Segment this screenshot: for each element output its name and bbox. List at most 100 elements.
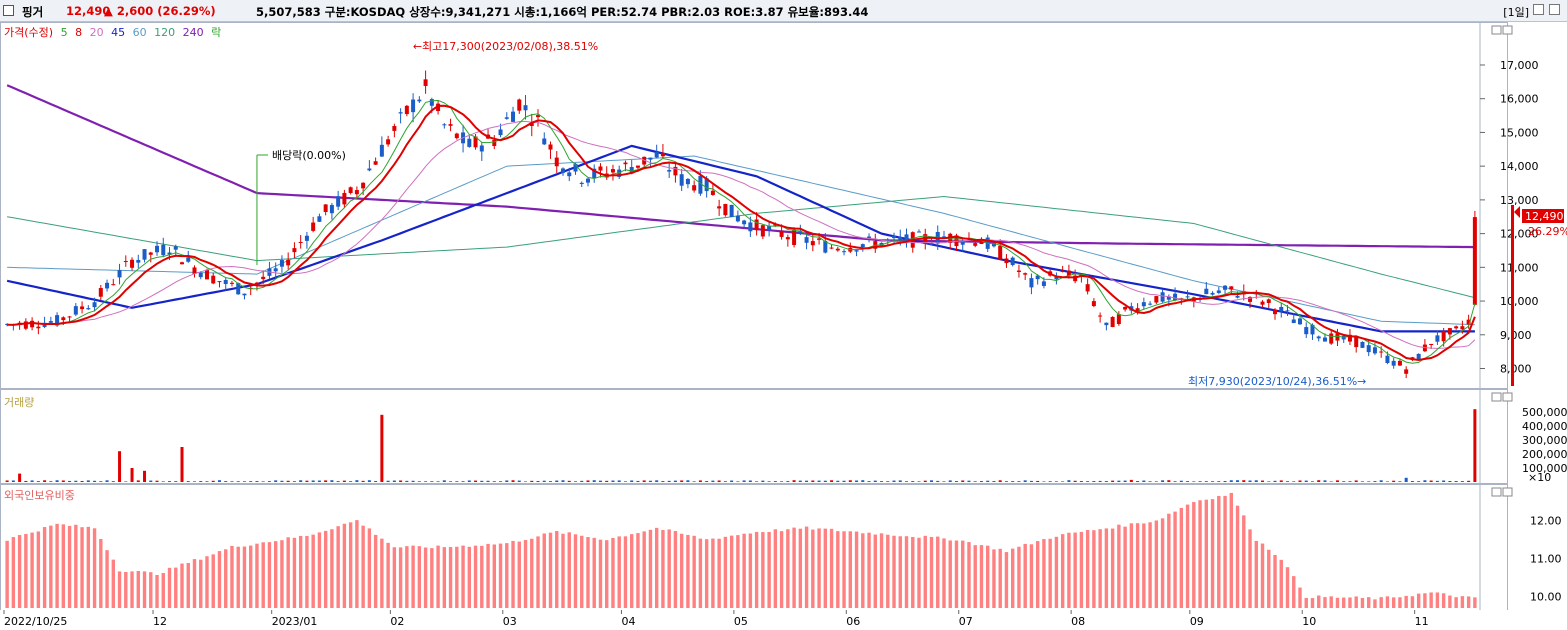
volume-bar	[617, 480, 621, 482]
volume-bar	[711, 480, 715, 482]
volume-bar	[961, 480, 965, 482]
legend-ma120[interactable]: 120	[154, 26, 176, 39]
legend-ma20[interactable]: 20	[89, 26, 104, 39]
foreign-ratio-bar	[74, 524, 78, 608]
minimize-icon[interactable]	[1533, 4, 1544, 15]
foreign-ratio-bar	[936, 536, 940, 608]
volume-bar	[236, 481, 240, 482]
candle-body	[223, 279, 228, 285]
volume-bar	[261, 481, 265, 482]
foreign-ratio-bar	[886, 534, 890, 608]
foreign-ratio-bar	[136, 570, 140, 608]
volume-bar	[186, 481, 190, 482]
candle-body	[785, 237, 790, 240]
candle-body	[198, 272, 203, 278]
foreign-ratio-bar	[492, 544, 496, 608]
candle-body	[885, 239, 890, 241]
candle-body	[692, 185, 697, 191]
volume-bar	[299, 480, 303, 482]
foreign-ratio-bar	[1448, 595, 1452, 608]
foreign-ratio-bar	[992, 549, 996, 608]
legend-ma240[interactable]: 240	[182, 26, 204, 39]
volume-bar	[1454, 481, 1458, 482]
volume-bar	[742, 480, 746, 482]
close-icon[interactable]	[1549, 4, 1560, 15]
candle-body	[61, 317, 66, 321]
candle-body	[635, 165, 640, 168]
foreign-ratio-bar	[648, 529, 653, 608]
period-selector[interactable]: [1일]	[1503, 6, 1529, 19]
candle-body	[192, 267, 197, 274]
volume-bar	[524, 481, 528, 482]
volume-bar	[698, 480, 702, 482]
x-date-label: 09	[1190, 615, 1204, 628]
foreign-ratio-bar	[911, 536, 915, 608]
volume-bar	[867, 481, 871, 482]
candle-body	[204, 269, 209, 280]
foreign-ratio-bar	[848, 531, 853, 608]
candle-body	[454, 133, 459, 139]
candle-body	[1466, 319, 1471, 325]
foreign-ratio-bar	[654, 527, 659, 608]
candle-body	[754, 219, 759, 231]
foreign-ratio-bar	[373, 534, 378, 608]
candle-body	[67, 316, 72, 318]
candle-body	[1297, 318, 1302, 325]
volume-bar	[5, 480, 9, 482]
volume-bar	[361, 480, 365, 482]
foreign-ratio-bar	[661, 530, 665, 608]
candle-body	[36, 326, 41, 329]
volume-bar	[655, 480, 659, 482]
candle-body	[1210, 292, 1215, 295]
foreign-ratio-bar	[161, 572, 165, 608]
volume-bar	[954, 481, 958, 482]
volume-bar	[292, 481, 296, 482]
volume-bar	[474, 480, 478, 482]
volume-bar	[1367, 481, 1371, 482]
volume-bar	[1111, 480, 1115, 482]
volume-bar	[1304, 480, 1308, 482]
foreign-ratio-bar	[1242, 515, 1246, 608]
candle-body	[317, 216, 322, 222]
candle-body	[941, 236, 946, 238]
volume-bar	[917, 481, 921, 482]
legend-ma45[interactable]: 45	[111, 26, 126, 39]
price-tick-label: 8,000	[1500, 363, 1532, 376]
volume-bar	[1360, 481, 1364, 482]
legend-price[interactable]: 가격(수정)	[4, 26, 54, 39]
candle-body	[261, 276, 266, 280]
candle-body	[511, 111, 516, 122]
candle-body	[810, 241, 815, 246]
volume-bar	[1410, 481, 1414, 482]
foreign-ratio-bar	[1404, 595, 1408, 608]
foreign-ratio-bar	[1441, 593, 1446, 608]
foreign-ratio-bar	[729, 535, 734, 608]
ma20-line	[7, 120, 1476, 349]
volume-bar	[1392, 480, 1396, 482]
candle-body	[1185, 296, 1190, 298]
select-checkbox[interactable]	[3, 5, 14, 16]
candle-body	[1372, 347, 1377, 354]
foreign-ratio-bar	[636, 533, 640, 608]
foreign-ratio-bar	[411, 545, 415, 608]
x-date-label: 12	[153, 615, 167, 628]
candle-body	[1204, 288, 1209, 295]
foreign-ratio-bar	[1135, 523, 1140, 608]
legend-ma60[interactable]: 60	[132, 26, 147, 39]
foreign-ratio-bar	[1435, 592, 1440, 608]
foreign-ratio-bar	[754, 531, 759, 608]
candle-body	[1316, 336, 1321, 339]
volume-bar	[567, 480, 571, 482]
foreign-ratio-bar	[1023, 543, 1027, 608]
volume-bar	[861, 480, 865, 482]
volume-bar	[311, 480, 315, 482]
legend-drop[interactable]: 락	[211, 26, 222, 39]
legend-ma5[interactable]: 5	[60, 26, 68, 39]
foreign-ratio-bar	[792, 527, 796, 608]
foreign-ratio-bar	[1248, 529, 1252, 608]
volume-bar	[623, 481, 627, 482]
foreign-ratio-bar	[1204, 499, 1209, 608]
legend-ma8[interactable]: 8	[75, 26, 83, 39]
candle-body	[1004, 258, 1009, 264]
price-range-bar	[1511, 205, 1514, 386]
